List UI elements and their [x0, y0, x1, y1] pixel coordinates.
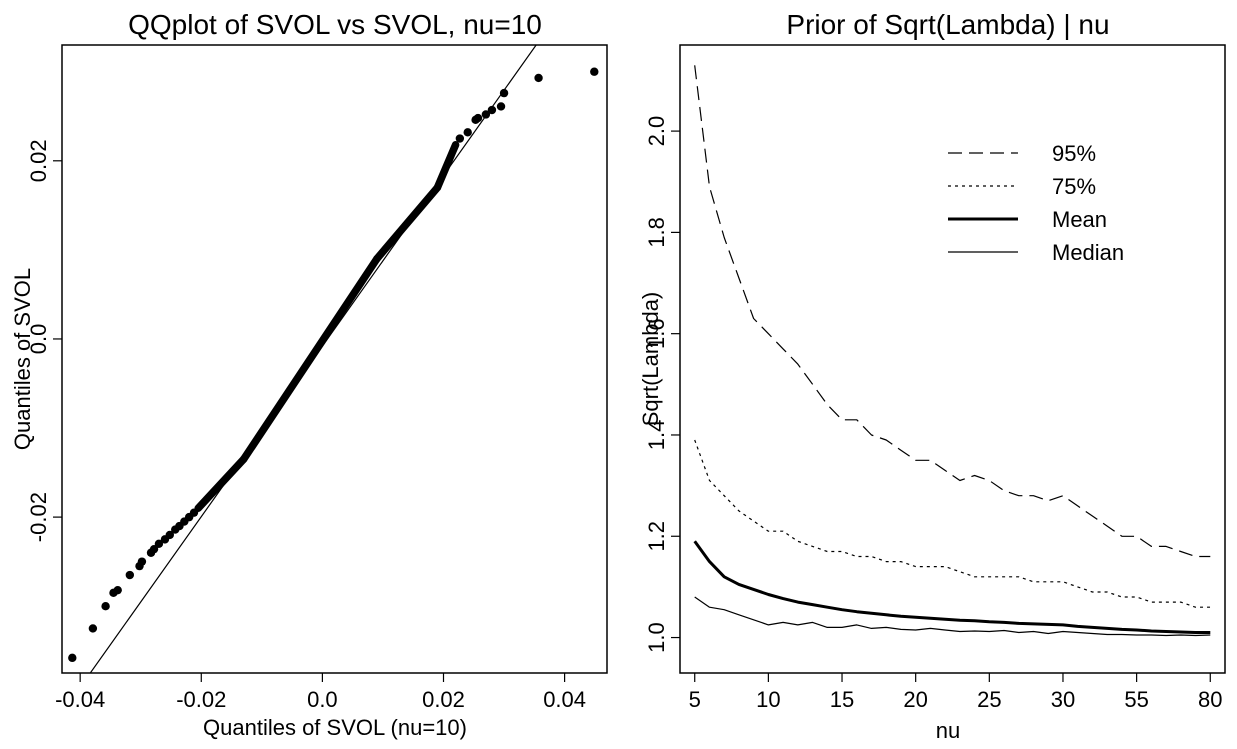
qq-point [101, 601, 110, 611]
legend-label: 95% [1052, 141, 1096, 166]
qq-point [590, 67, 599, 76]
qq-point [499, 88, 509, 98]
qq-dense-band [239, 255, 381, 463]
prior-y-tick-label: 1.0 [644, 622, 669, 653]
qq-dense-band [194, 455, 248, 512]
qq-point [189, 508, 199, 517]
legend-label: Mean [1052, 207, 1107, 232]
qq-point [125, 570, 135, 580]
qq-point [473, 113, 483, 123]
qq-x-tick-label: -0.04 [55, 687, 105, 712]
qq-x-tick-label: -0.02 [176, 687, 226, 712]
prior-x-tick-label: 10 [756, 687, 780, 712]
qq-panel: QQplot of SVOL vs SVOL, nu=10 -0.04 -0.02… [10, 9, 608, 740]
qq-point [455, 134, 465, 143]
qq-point [113, 585, 122, 595]
prior-series-line-median [694, 596, 1211, 637]
prior-x-axis: 5 10 15 20 25 30 55 80 [689, 673, 1223, 712]
prior-x-tick-label: 5 [689, 687, 701, 712]
qq-point [534, 73, 543, 83]
qq-dense-points [194, 141, 460, 512]
qq-dense-band [373, 183, 442, 263]
qq-x-axis: -0.04 -0.02 0.0 0.02 0.04 [55, 673, 586, 712]
qq-x-axis-label: Quantiles of SVOL (nu=10) [203, 715, 467, 740]
prior-y-axis-label: Sqrt(Lambda) [638, 292, 663, 427]
prior-x-tick-label: 20 [903, 687, 927, 712]
prior-x-tick-label: 55 [1124, 687, 1148, 712]
qq-point [154, 539, 164, 549]
prior-y-tick-label: 1.4 [644, 420, 669, 451]
qq-point [496, 102, 506, 111]
prior-y-tick-label: 2.0 [644, 116, 669, 147]
qq-x-tick-label: 0.04 [543, 687, 586, 712]
prior-y-tick-label: 1.6 [644, 318, 669, 349]
qq-point [463, 128, 472, 137]
qq-x-tick-label: 0.0 [307, 687, 338, 712]
qq-y-axis-label: Quantiles of SVOL [10, 268, 35, 450]
prior-title: Prior of Sqrt(Lambda) | nu [786, 9, 1109, 40]
prior-panel: Prior of Sqrt(Lambda) | nu 5 10 15 20 25 30 55… [638, 9, 1226, 743]
prior-x-tick-label: 25 [977, 687, 1001, 712]
prior-series [693, 65, 1211, 637]
legend-label: 75% [1052, 174, 1096, 199]
qq-x-tick-label: 0.02 [422, 687, 465, 712]
qq-point [487, 105, 497, 115]
qq-title: QQplot of SVOL vs SVOL, nu=10 [128, 9, 542, 40]
prior-y-axis: 1.0 1.2 1.4 1.6 1.8 2.0 [644, 116, 680, 653]
qq-point [165, 530, 174, 540]
prior-y-tick-label: 1.8 [644, 217, 669, 248]
qq-dense-band [433, 141, 460, 192]
prior-series-line-mean [693, 540, 1211, 634]
qq-plot-frame [61, 44, 608, 674]
prior-y-tick-label: 1.2 [644, 521, 669, 552]
qq-point [88, 624, 98, 633]
qq-point [481, 110, 491, 119]
qq-y-tick-label: 0.0 [26, 324, 51, 355]
prior-x-tick-label: 30 [1051, 687, 1075, 712]
prior-series-line-95pct [694, 65, 1211, 558]
qq-y-axis: -0.02 0.0 0.02 [26, 139, 62, 542]
prior-x-tick-label: 80 [1198, 687, 1222, 712]
qq-points [68, 67, 599, 663]
prior-series-line-75pct [694, 439, 1211, 608]
prior-x-axis-label: nu [936, 718, 960, 743]
legend-label: Median [1052, 240, 1124, 265]
qq-y-tick-label: -0.02 [26, 492, 51, 542]
prior-x-tick-label: 15 [830, 687, 854, 712]
prior-plot-frame [679, 44, 1226, 674]
prior-legend: 95% 75% Mean Median [948, 141, 1124, 265]
qq-point [137, 557, 147, 566]
qq-point [149, 544, 159, 554]
qq-point [68, 653, 77, 663]
qq-y-tick-label: 0.02 [26, 139, 51, 182]
